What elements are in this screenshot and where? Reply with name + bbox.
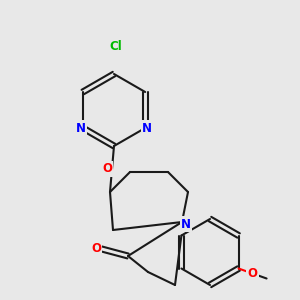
- Text: N: N: [181, 218, 191, 230]
- Text: O: O: [102, 163, 112, 176]
- Text: O: O: [248, 267, 258, 280]
- Text: O: O: [91, 242, 101, 254]
- Text: N: N: [76, 122, 86, 134]
- Text: Cl: Cl: [110, 40, 122, 52]
- Text: N: N: [142, 122, 152, 134]
